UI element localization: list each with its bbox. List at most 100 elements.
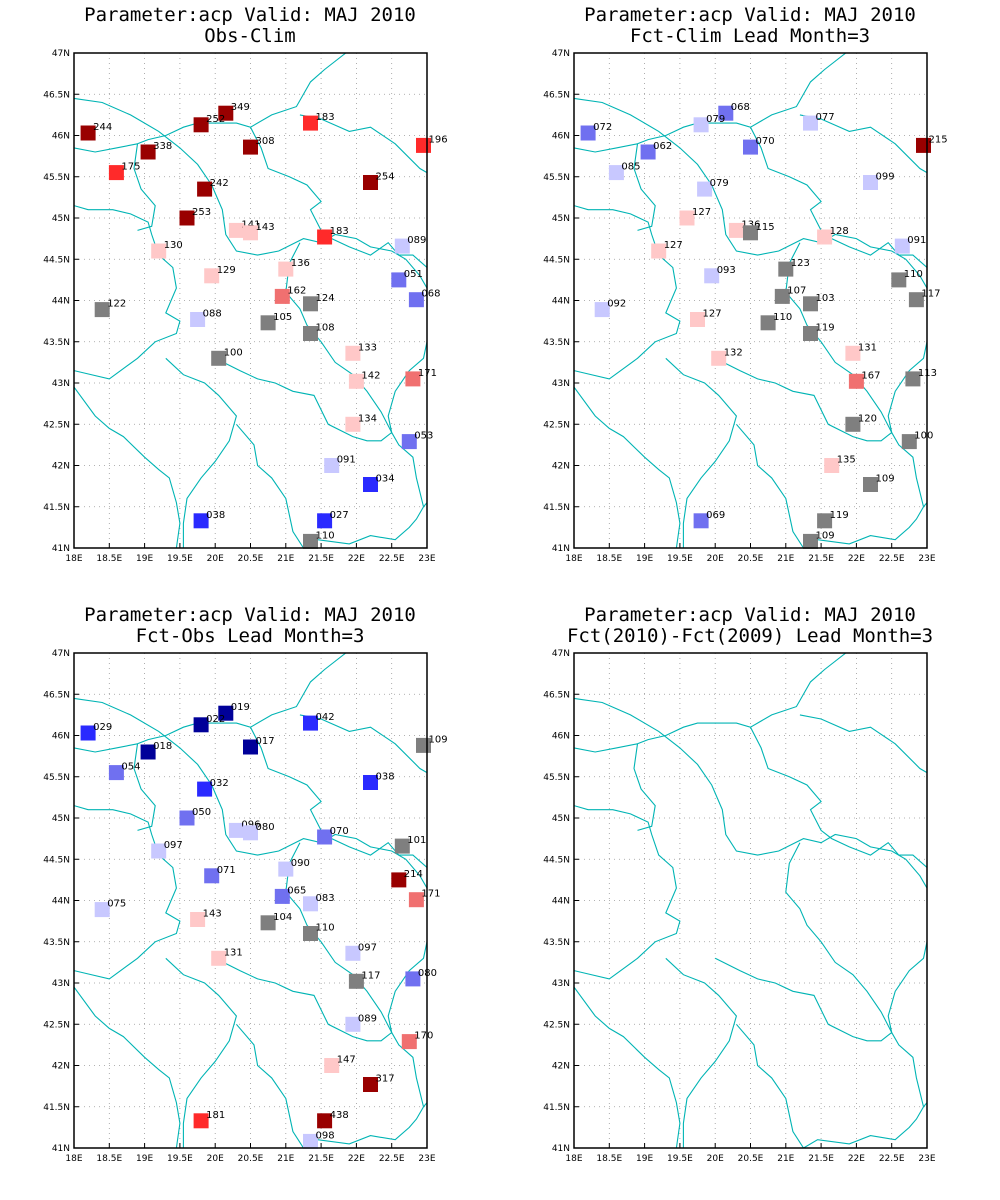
- station-marker: [743, 225, 758, 241]
- station-marker: [711, 350, 727, 366]
- station-value-label: 042: [316, 712, 335, 723]
- station-marker: [580, 125, 596, 141]
- station-value-label: 109: [429, 734, 448, 745]
- panel-title: Parameter:acp Valid: MAJ 2010: [584, 604, 916, 626]
- x-tick-label: 21E: [777, 554, 794, 564]
- station-value-label: 127: [703, 309, 722, 320]
- y-tick-label: 46N: [552, 132, 570, 142]
- country-border: [74, 205, 181, 380]
- country-border: [214, 957, 393, 1042]
- station-marker: [408, 292, 424, 308]
- station-value-label: 123: [791, 258, 810, 269]
- x-tick-label: 18E: [565, 554, 582, 564]
- country-border: [803, 502, 927, 548]
- station-value-label: 109: [816, 530, 835, 541]
- station-marker: [401, 434, 417, 450]
- station-value-label: 083: [316, 893, 335, 904]
- country-border: [250, 53, 347, 128]
- country-border: [303, 1102, 427, 1148]
- station-value-label: 054: [121, 762, 140, 773]
- x-tick-label: 22.5E: [379, 554, 405, 564]
- station-value-label: 062: [653, 141, 672, 152]
- station-value-label: 070: [756, 136, 775, 147]
- station-marker: [274, 888, 290, 904]
- x-tick-label: 20E: [707, 1154, 724, 1164]
- x-tick-label: 19E: [636, 554, 653, 564]
- y-tick-label: 41N: [52, 1144, 70, 1154]
- station-value-label: 196: [429, 134, 448, 145]
- station-value-label: 136: [741, 219, 760, 230]
- country-border: [799, 114, 927, 174]
- station-marker: [345, 1016, 361, 1032]
- station-value-label: 109: [876, 474, 895, 485]
- station-value-label: 065: [287, 885, 306, 896]
- station-marker: [774, 288, 790, 304]
- y-tick-label: 44.5N: [543, 855, 570, 865]
- boundary-lines: [574, 53, 927, 548]
- y-tick-label: 42N: [52, 462, 70, 472]
- station-value-label: 090: [291, 858, 310, 869]
- y-tick-label: 41.5N: [543, 1103, 570, 1113]
- station-value-label: 129: [217, 265, 236, 276]
- station-marker: [193, 1113, 209, 1129]
- country-border: [735, 1023, 804, 1148]
- x-tick-label: 18.5E: [96, 554, 122, 564]
- x-tick-label: 20.5E: [738, 1154, 764, 1164]
- station-value-label: 110: [316, 530, 335, 541]
- station-marker: [348, 373, 364, 389]
- y-tick-label: 43N: [552, 979, 570, 989]
- station-value-label: 136: [291, 258, 310, 269]
- station-marker: [394, 838, 410, 854]
- station-marker: [845, 416, 861, 432]
- station-value-label: 317: [376, 1074, 395, 1085]
- station-marker: [345, 416, 361, 432]
- country-border: [250, 653, 347, 728]
- country-border: [133, 743, 156, 831]
- station-marker: [80, 125, 96, 141]
- station-marker: [908, 292, 924, 308]
- station-value-label: 117: [921, 289, 940, 300]
- panel-title: Parameter:acp Valid: MAJ 2010: [84, 604, 416, 626]
- station-marker: [260, 315, 276, 331]
- axis-ticks: 18E 18.5E 19E 19.5E 20E 20.5E 21E 21.5E 22E 22.5E…: [43, 49, 436, 564]
- station-value-label: 022: [206, 714, 225, 725]
- y-tick-label: 44.5N: [43, 855, 70, 865]
- y-tick-label: 46N: [52, 732, 70, 742]
- station-value-label: 027: [330, 510, 349, 521]
- station-marker: [363, 175, 378, 190]
- y-tick-label: 41.5N: [43, 1103, 70, 1113]
- station-value-label: 308: [256, 136, 275, 147]
- station-marker: [303, 1133, 318, 1149]
- country-border: [574, 805, 681, 980]
- station-value-label: 141: [241, 219, 260, 230]
- y-tick-label: 46.5N: [543, 90, 570, 100]
- x-tick-label: 21E: [777, 1154, 794, 1164]
- y-tick-label: 45.5N: [43, 173, 70, 183]
- plot-area: [74, 653, 427, 1148]
- country-border: [74, 743, 138, 753]
- y-tick-label: 44N: [52, 897, 70, 907]
- y-tick-label: 42N: [552, 1062, 570, 1072]
- station-marker: [824, 458, 840, 473]
- station-marker: [391, 872, 407, 888]
- y-tick-label: 46N: [52, 132, 70, 142]
- country-border: [574, 143, 638, 153]
- station-marker: [408, 892, 424, 908]
- x-tick-label: 18E: [65, 554, 82, 564]
- country-border: [214, 357, 393, 442]
- country-border: [574, 697, 927, 889]
- station-marker: [274, 288, 290, 304]
- station-value-label: 128: [830, 226, 849, 237]
- station-value-label: 079: [706, 114, 725, 125]
- country-border: [574, 743, 638, 753]
- station-marker: [94, 902, 110, 918]
- station-marker: [803, 326, 818, 341]
- station-marker: [905, 371, 921, 387]
- station-marker: [760, 315, 776, 331]
- country-border: [735, 423, 804, 548]
- y-tick-label: 45.5N: [43, 773, 70, 783]
- country-border: [299, 114, 427, 174]
- y-tick-label: 43.5N: [543, 938, 570, 948]
- station-value-label: 096: [241, 819, 260, 830]
- x-tick-label: 18E: [565, 1154, 582, 1164]
